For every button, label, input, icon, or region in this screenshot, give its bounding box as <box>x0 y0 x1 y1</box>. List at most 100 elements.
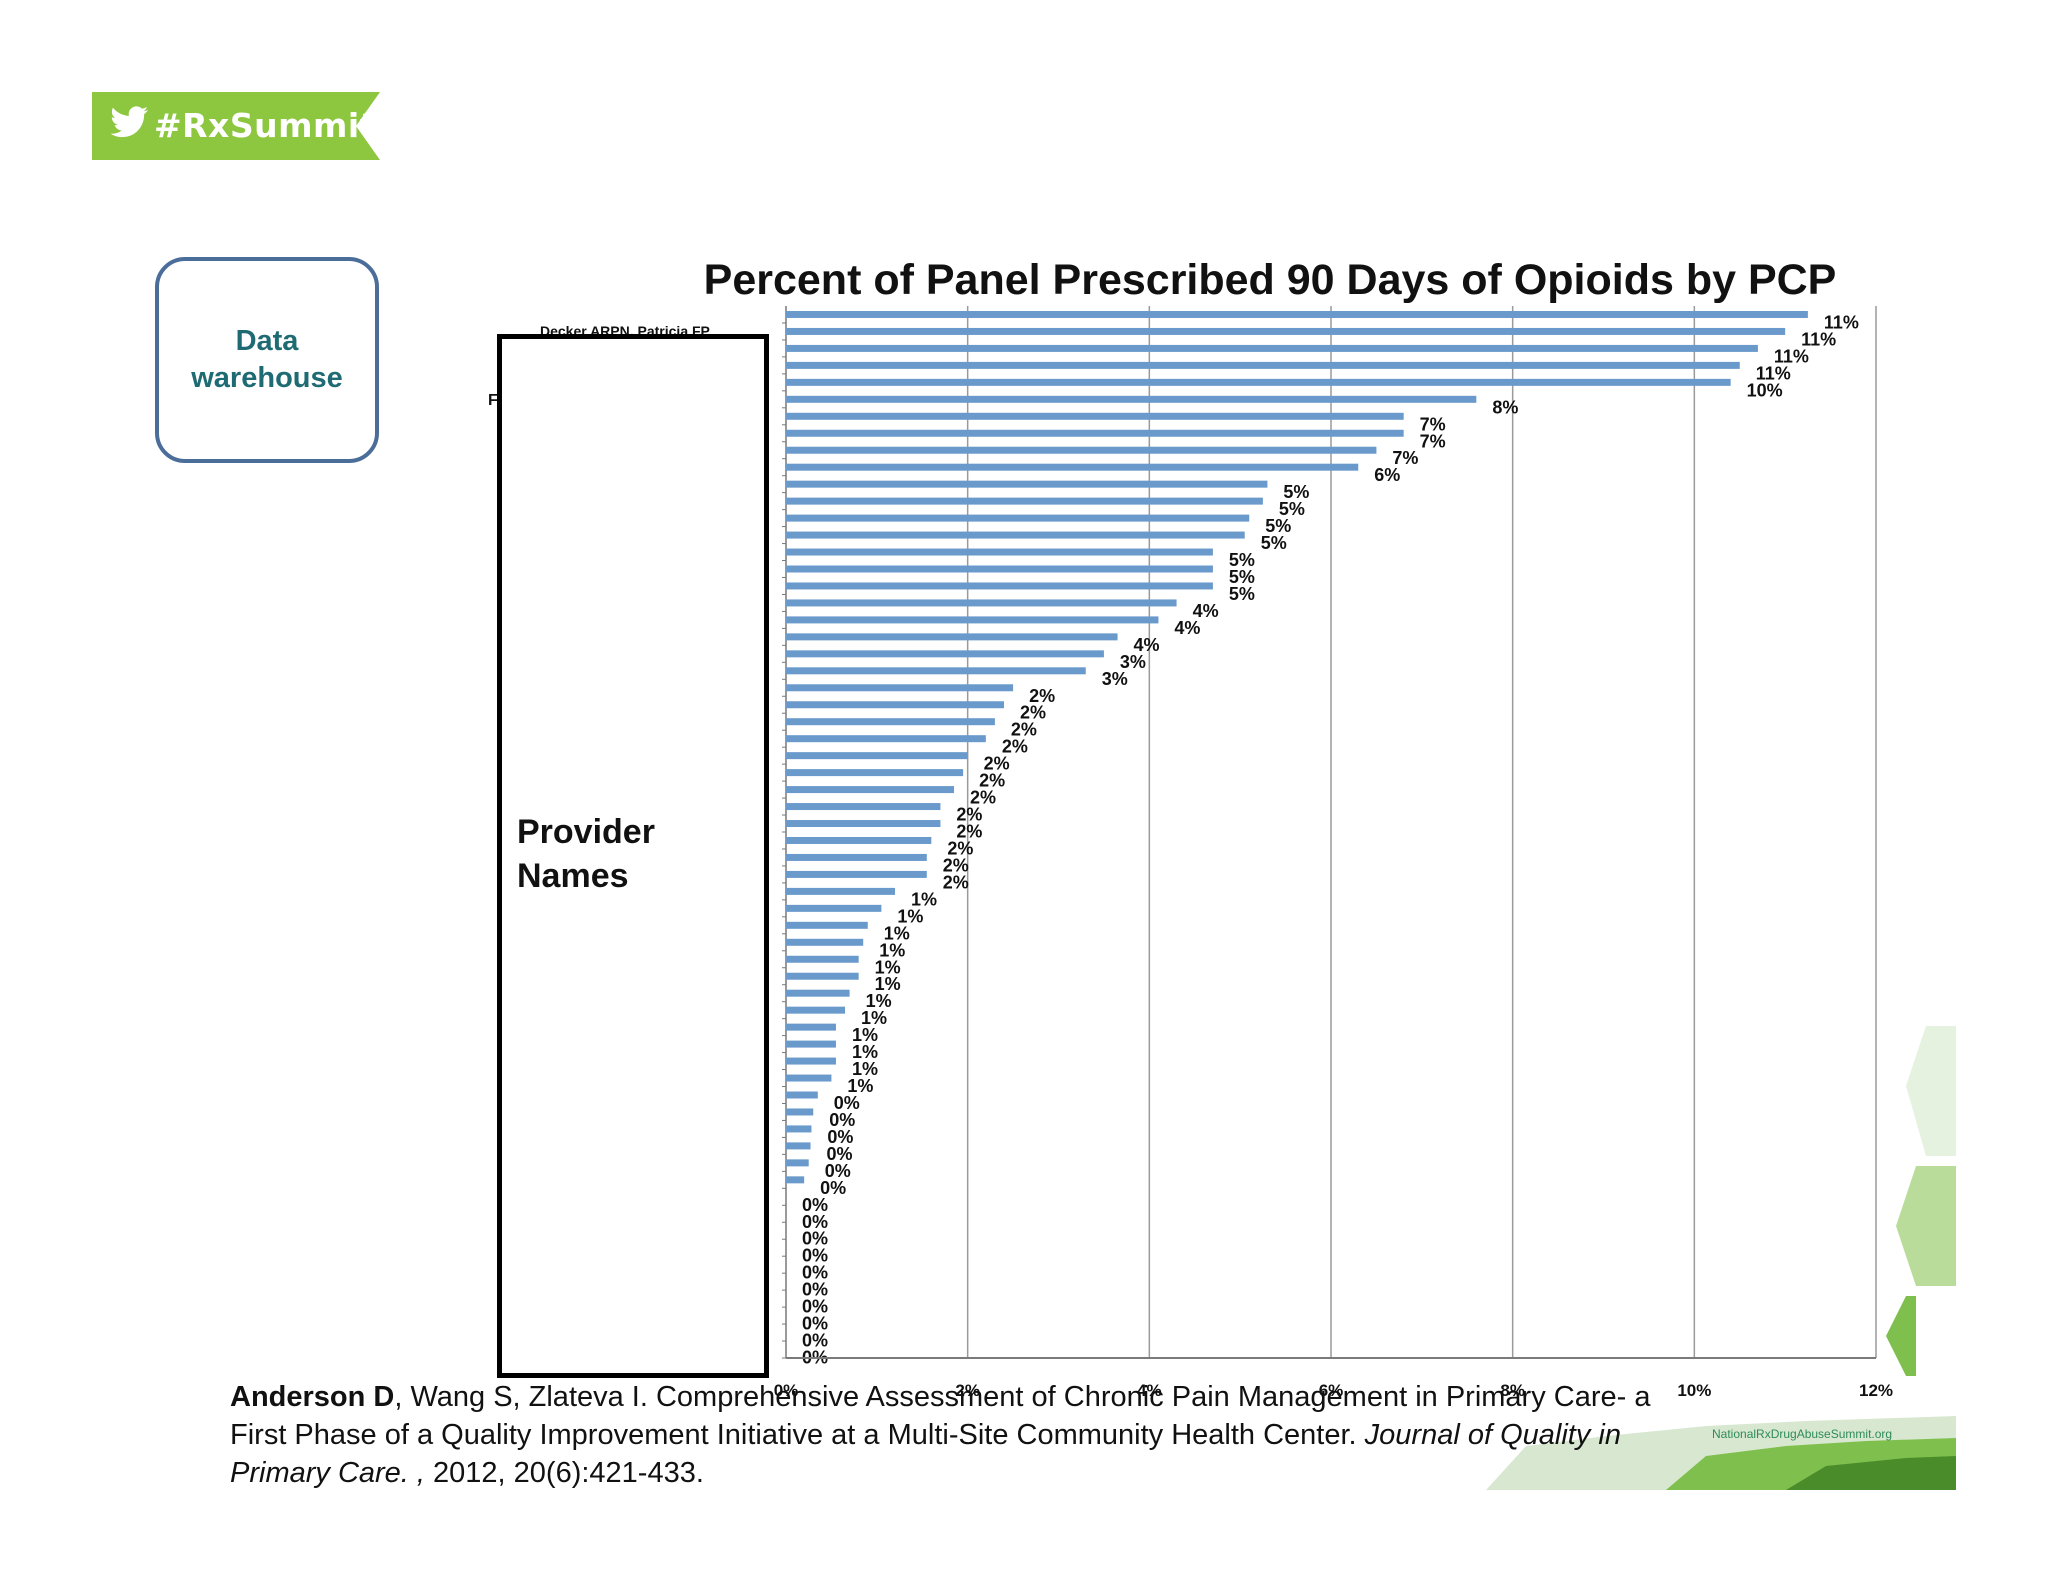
x-tick-label: 12% <box>1859 1381 1893 1400</box>
bar <box>786 701 1004 709</box>
provider-names-overlay <box>497 334 769 1378</box>
bar <box>786 803 941 811</box>
bar <box>786 684 1014 692</box>
bar <box>786 938 864 946</box>
bar <box>786 836 932 844</box>
x-tick-label: 6% <box>1319 1381 1344 1400</box>
citation-journal: Journal of Quality in Primary Care. , <box>230 1419 1621 1489</box>
bar <box>786 412 1404 420</box>
bar-value-label: 0% <box>802 1263 828 1283</box>
x-tick-label: 4% <box>1137 1381 1162 1400</box>
bar <box>786 1091 818 1099</box>
bar-value-label: 0% <box>802 1331 828 1351</box>
bar-value-label: 7% <box>1392 448 1418 468</box>
bar-value-label: 1% <box>852 1025 878 1045</box>
bar-value-label: 2% <box>956 822 982 842</box>
bar <box>786 497 1263 505</box>
bar-value-label: 11% <box>1756 363 1791 383</box>
bar-value-label: 0% <box>825 1161 851 1181</box>
bar-value-label: 4% <box>1193 601 1219 621</box>
bar <box>786 1074 832 1082</box>
summit-logo-decoration <box>1486 1026 1956 1490</box>
bar <box>786 735 986 743</box>
bar-value-label: 1% <box>847 1076 873 1096</box>
badge-text: #RxSummit <box>154 106 376 145</box>
x-tick-label: 10% <box>1677 1381 1711 1400</box>
bar-value-label: 2% <box>947 838 973 858</box>
bar <box>786 463 1359 471</box>
bar <box>786 718 995 726</box>
bar-value-label: 0% <box>802 1297 828 1317</box>
bar-value-label: 2% <box>1029 686 1055 706</box>
citation: Anderson D, Wang S, Zlateva I. Comprehen… <box>230 1378 1700 1492</box>
bar-value-label: 2% <box>943 872 969 892</box>
bar <box>786 446 1377 454</box>
data-warehouse-label: Data warehouse <box>191 325 343 394</box>
citation-details: 2012, 20(6):421-433. <box>424 1457 704 1489</box>
bar-value-label: 4% <box>1134 635 1160 655</box>
bar <box>786 378 1731 386</box>
bar <box>786 853 927 861</box>
bar <box>786 921 868 929</box>
bar-value-label: 0% <box>827 1144 853 1164</box>
bar-labels: 11%11%11%11%10%8%7%7%7%6%5%5%5%5%5%5%5%4… <box>802 312 1859 1367</box>
partial-provider-label-2: F <box>488 392 498 409</box>
bar <box>786 667 1086 675</box>
provider-names-label: Provider Names <box>517 810 687 898</box>
bar <box>786 480 1268 488</box>
chart-title: Percent of Panel Prescribed 90 Days of O… <box>703 256 1837 304</box>
bar-value-label: 0% <box>827 1127 853 1147</box>
bar <box>786 887 895 895</box>
bar <box>786 1108 814 1116</box>
bar-value-label: 0% <box>802 1195 828 1215</box>
bar-value-label: 11% <box>1801 329 1836 349</box>
twitter-bird-icon <box>110 106 148 138</box>
bar-value-label: 2% <box>1020 703 1046 723</box>
bar-value-label: 5% <box>1229 550 1255 570</box>
bar-value-label: 5% <box>1261 533 1287 553</box>
bar <box>786 769 964 777</box>
bar-value-label: 7% <box>1420 414 1446 434</box>
citation-body: , Wang S, Zlateva I. Comprehensive Asses… <box>230 1381 1651 1451</box>
x-axis: 0% 2% 4% 6% 8% 10% 12% <box>774 1357 1893 1400</box>
bar-value-label: 11% <box>1824 312 1859 332</box>
x-tick-label: 8% <box>1500 1381 1525 1400</box>
bar-value-label: 0% <box>802 1229 828 1249</box>
bar-value-label: 0% <box>829 1110 855 1130</box>
bar-value-label: 5% <box>1283 482 1309 502</box>
bar <box>786 565 1213 573</box>
bar-value-label: 0% <box>802 1246 828 1266</box>
bar <box>786 1040 836 1048</box>
bar-value-label: 0% <box>802 1280 828 1300</box>
bar <box>786 1176 805 1184</box>
bar-value-label: 11% <box>1774 346 1809 366</box>
bar <box>786 344 1758 352</box>
bar <box>786 955 859 963</box>
bar-value-label: 1% <box>884 923 910 943</box>
bar <box>786 786 955 794</box>
bar-value-label: 5% <box>1229 584 1255 604</box>
bar <box>786 327 1786 335</box>
bar <box>786 1159 809 1167</box>
bars <box>782 310 1808 1359</box>
bar-value-label: 2% <box>970 788 996 808</box>
bar <box>786 1057 836 1065</box>
bar-value-label: 3% <box>1102 669 1128 689</box>
bar-value-label: 2% <box>984 754 1010 774</box>
bar <box>786 531 1245 539</box>
citation-author: Anderson D <box>230 1381 395 1413</box>
provider-names-text: Provider Names <box>517 813 655 895</box>
bar <box>786 582 1213 590</box>
bar-value-label: 1% <box>861 1008 887 1028</box>
bar-value-label: 3% <box>1120 652 1146 672</box>
bar <box>786 870 927 878</box>
bar <box>786 1125 812 1133</box>
bar-value-label: 1% <box>875 957 901 977</box>
bar <box>786 395 1477 403</box>
bar <box>786 514 1250 522</box>
bar-value-label: 5% <box>1265 516 1291 536</box>
data-warehouse-box: Data warehouse <box>155 257 379 463</box>
bar <box>786 429 1404 437</box>
bar-value-label: 1% <box>866 991 892 1011</box>
